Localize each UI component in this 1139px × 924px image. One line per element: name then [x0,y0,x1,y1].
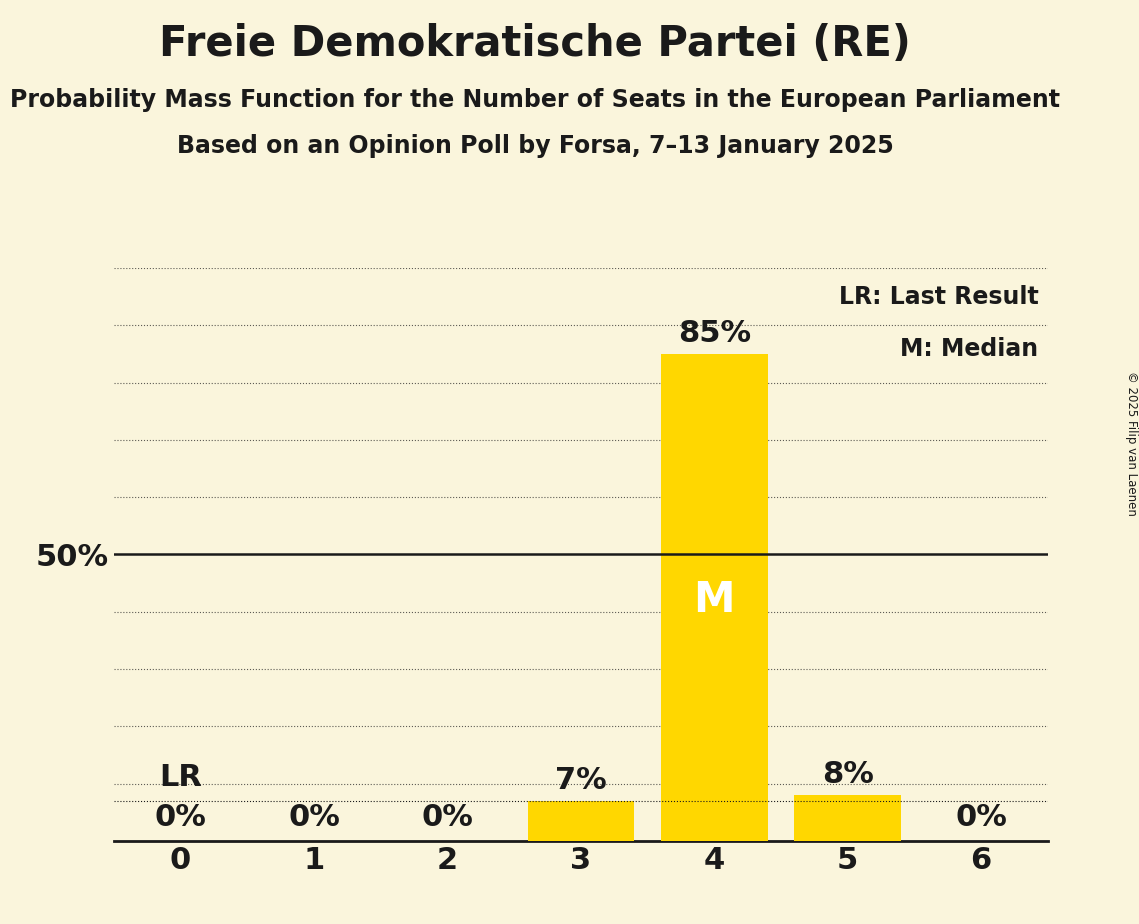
Text: Based on an Opinion Poll by Forsa, 7–13 January 2025: Based on an Opinion Poll by Forsa, 7–13 … [177,134,894,158]
Text: Probability Mass Function for the Number of Seats in the European Parliament: Probability Mass Function for the Number… [10,88,1060,112]
Bar [794,795,901,841]
Text: 0%: 0% [421,803,474,833]
Text: 85%: 85% [678,319,751,348]
Text: 0%: 0% [288,803,339,833]
Text: 7%: 7% [555,766,607,795]
Text: M: M [694,579,735,621]
Bar [661,354,768,841]
Text: 0%: 0% [956,803,1007,833]
Bar [527,801,634,841]
Text: LR: LR [159,763,202,792]
Text: 0%: 0% [155,803,206,833]
Text: LR: Last Result: LR: Last Result [838,286,1039,310]
Text: © 2025 Filip van Laenen: © 2025 Filip van Laenen [1124,371,1138,516]
Text: Freie Demokratische Partei (RE): Freie Demokratische Partei (RE) [159,23,911,65]
Text: 8%: 8% [822,760,874,789]
Text: M: Median: M: Median [901,336,1039,360]
